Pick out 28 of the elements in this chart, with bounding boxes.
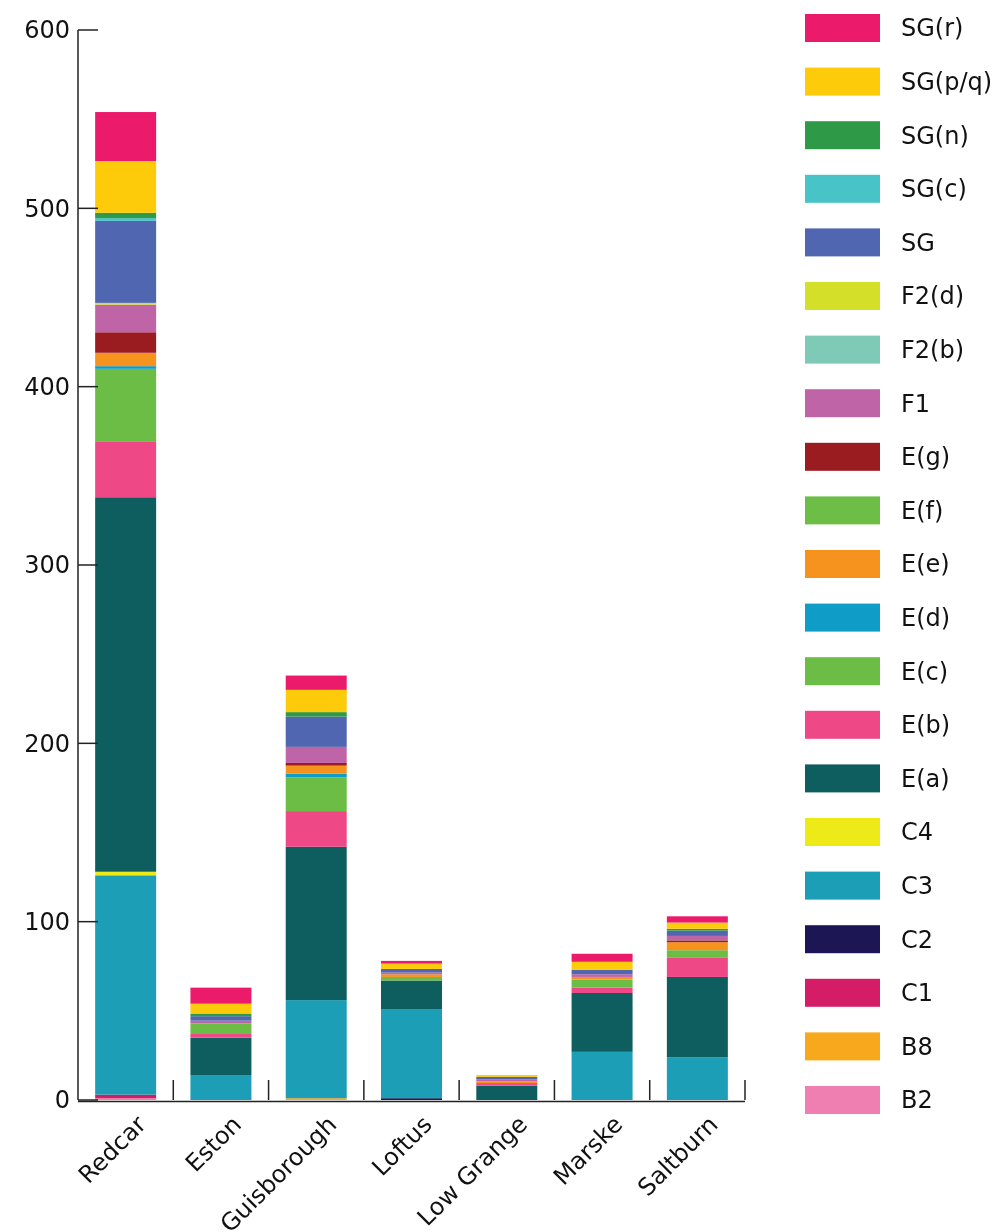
legend-label: SG(r): [901, 14, 964, 43]
legend-label: B2: [901, 1086, 933, 1115]
legend-label: SG: [901, 228, 935, 257]
legend-label: C3: [901, 872, 934, 900]
legend-label: F1: [901, 389, 931, 418]
y-tick-label: 100: [24, 908, 70, 937]
y-tick-label: 400: [24, 373, 70, 402]
y-tick-label: 200: [24, 729, 70, 758]
legend-label: SG(n): [901, 121, 969, 150]
legend-label: E(f): [901, 496, 944, 525]
legend-label: E(c): [901, 657, 949, 686]
legend-label: F2(d): [901, 282, 965, 311]
legend-label: E(b): [901, 711, 951, 740]
y-tick-label: 600: [24, 16, 70, 45]
legend-label: C4: [901, 818, 934, 847]
legend-label: B8: [901, 1032, 933, 1061]
legend-label: SG(p/q): [901, 68, 993, 96]
legend-label: E(e): [901, 550, 950, 579]
legend-label: E(d): [901, 604, 951, 632]
legend-label: F2(b): [901, 336, 965, 364]
y-tick-label: 0: [54, 1086, 70, 1115]
y-tick-label: 500: [24, 194, 70, 223]
y-tick-label: 300: [24, 551, 70, 580]
legend-label: SG(c): [901, 175, 967, 204]
legend-label: E(g): [901, 443, 951, 472]
legend-label: C2: [901, 925, 934, 954]
legend-label: C1: [901, 979, 934, 1008]
legend-label: E(a): [901, 764, 950, 793]
